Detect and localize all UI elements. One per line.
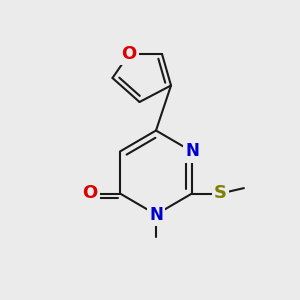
Text: N: N bbox=[185, 142, 199, 160]
Text: O: O bbox=[122, 45, 136, 63]
Text: N: N bbox=[149, 206, 163, 224]
Text: S: S bbox=[214, 184, 227, 202]
Text: O: O bbox=[82, 184, 98, 202]
